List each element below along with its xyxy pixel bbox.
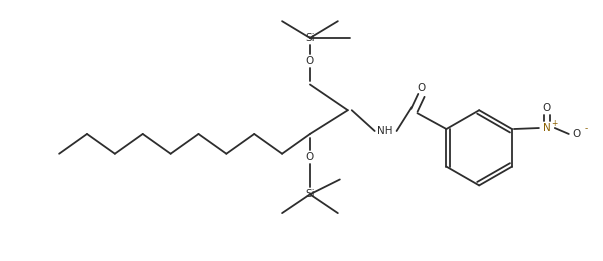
Text: NH: NH (377, 126, 393, 136)
Text: N: N (543, 123, 551, 133)
Text: Si: Si (305, 33, 315, 43)
Text: O: O (306, 56, 314, 66)
Text: O: O (306, 152, 314, 162)
Text: -: - (585, 124, 589, 134)
Text: Si: Si (305, 189, 315, 199)
Text: +: + (552, 118, 558, 128)
Text: O: O (417, 84, 426, 93)
Text: O: O (573, 129, 581, 139)
Text: O: O (543, 103, 551, 113)
